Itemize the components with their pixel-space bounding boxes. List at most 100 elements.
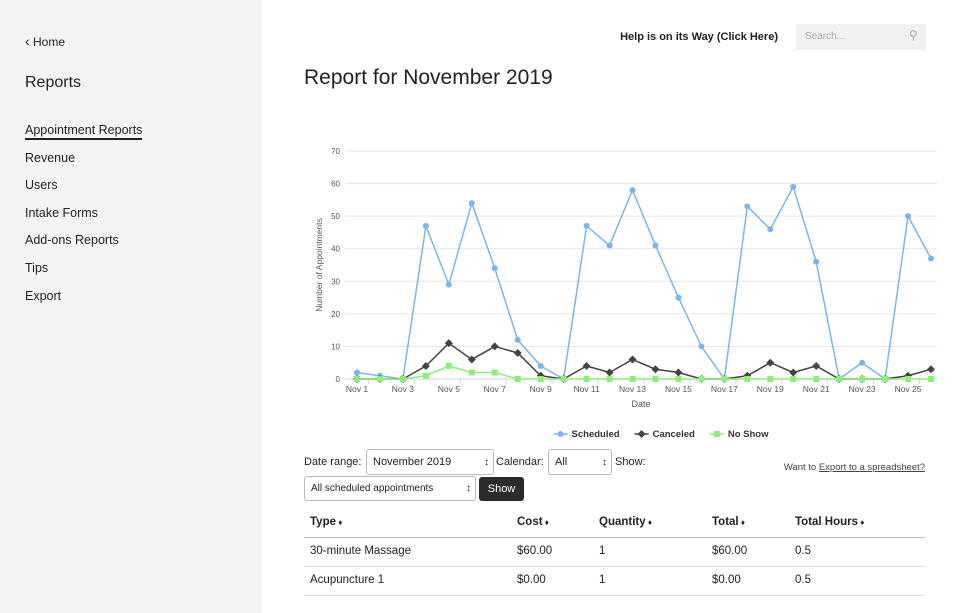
y-axis-title: Number of Appointments	[314, 218, 324, 312]
legend-label: Canceled	[653, 429, 695, 440]
point	[444, 339, 453, 348]
x-tick-label: Nov 17	[711, 384, 738, 394]
point	[790, 183, 797, 190]
date-range-select[interactable]: November 2019	[366, 449, 494, 475]
legend-label: No Show	[728, 429, 769, 440]
x-tick-label: Nov 9	[530, 384, 552, 394]
point	[928, 255, 934, 262]
legend-marker	[713, 431, 720, 437]
help-link[interactable]: Help is on its Way (Click Here)	[620, 31, 778, 43]
point	[537, 376, 544, 382]
x-tick-label: Nov 13	[619, 384, 646, 394]
point	[605, 368, 614, 377]
x-tick-label: Nov 1	[346, 384, 368, 394]
point	[583, 376, 590, 382]
point	[790, 376, 797, 382]
export-prefix: Want to	[783, 462, 817, 473]
point	[513, 348, 522, 357]
x-axis-title: Date	[631, 399, 650, 409]
show-select[interactable]: All scheduled appointments	[304, 476, 476, 501]
row-rule	[304, 595, 925, 596]
legend-marker	[557, 431, 564, 437]
x-tick-label: Nov 23	[849, 384, 876, 394]
point	[675, 294, 682, 301]
point	[766, 358, 775, 367]
row-rule	[304, 566, 925, 567]
point	[698, 376, 705, 382]
column-header[interactable]: Cost	[517, 516, 549, 528]
export-link[interactable]: Export to a spreadsheet?	[818, 462, 925, 473]
nav-item[interactable]: Revenue	[25, 150, 76, 165]
x-tick-label: Nov 15	[665, 384, 692, 394]
table-cell: $0.00	[712, 574, 741, 586]
legend-marker	[637, 430, 646, 438]
calendar-select[interactable]: All	[548, 449, 612, 475]
legend-label: Scheduled	[572, 429, 620, 440]
back-text: Home	[33, 35, 66, 49]
point	[859, 376, 866, 382]
nav-item[interactable]: Export	[25, 288, 62, 303]
y-tick-label: 20	[331, 310, 340, 319]
y-tick-label: 40	[331, 245, 340, 254]
point	[813, 258, 820, 265]
nav-item[interactable]: Intake Forms	[25, 205, 98, 220]
point	[721, 376, 728, 382]
point	[467, 355, 476, 364]
search-placeholder: Search...	[805, 31, 846, 42]
point	[354, 369, 360, 376]
table-cell: 1	[599, 545, 606, 557]
point	[813, 376, 820, 382]
point	[445, 362, 452, 369]
x-tick-label: Nov 21	[803, 384, 830, 394]
series-line	[356, 184, 932, 381]
point	[491, 265, 498, 272]
point	[652, 242, 659, 249]
table-cell: $60.00	[712, 545, 748, 557]
nav-item[interactable]: Add-ons Reports	[25, 233, 119, 248]
point	[421, 361, 430, 370]
calendar-label: Calendar:	[496, 456, 544, 468]
point	[905, 213, 912, 220]
back-link[interactable]: ‹ Home	[25, 33, 66, 49]
table-cell: $60.00	[517, 545, 553, 557]
nav-item[interactable]: Appointment Reports	[25, 123, 143, 140]
y-tick-label: 70	[331, 147, 340, 156]
point	[651, 365, 660, 374]
point	[698, 343, 705, 350]
point	[767, 226, 774, 233]
column-header[interactable]: Total Hours	[795, 516, 864, 528]
point	[490, 342, 499, 351]
table-cell: 30-minute Massage	[310, 545, 411, 557]
point	[514, 336, 521, 343]
point	[354, 376, 360, 382]
point	[582, 361, 591, 370]
nav-item[interactable]: Users	[25, 178, 58, 193]
y-tick-label: 0	[336, 375, 341, 384]
point	[652, 376, 659, 382]
point	[445, 281, 452, 288]
x-tick-label: Nov 25	[895, 384, 922, 394]
sidebar-title: Reports	[25, 74, 82, 91]
point	[629, 376, 636, 382]
column-header[interactable]: Total	[712, 516, 745, 528]
column-header[interactable]: Quantity	[599, 516, 652, 528]
y-tick-label: 10	[331, 342, 340, 351]
show-button[interactable]: Show	[479, 477, 524, 501]
point	[422, 222, 429, 229]
point	[675, 376, 682, 382]
y-tick-label: 30	[331, 277, 340, 286]
point	[767, 376, 774, 382]
point	[629, 187, 636, 194]
table-cell: 1	[599, 574, 606, 586]
point	[491, 369, 498, 376]
date-range-label: Date range:	[304, 456, 362, 468]
page-title: Report for November 2019	[304, 66, 553, 89]
sidebar: ‹ Home Reports Appointment Reports Revenu…	[0, 0, 262, 613]
search-icon: ⚲	[909, 28, 918, 42]
column-header[interactable]: Type	[310, 516, 342, 528]
point	[882, 376, 889, 382]
search-box[interactable]: Search... ⚲	[796, 24, 926, 50]
nav-item[interactable]: Tips	[25, 261, 49, 275]
export-note: Want to Export to a spreadsheet?	[784, 462, 925, 473]
